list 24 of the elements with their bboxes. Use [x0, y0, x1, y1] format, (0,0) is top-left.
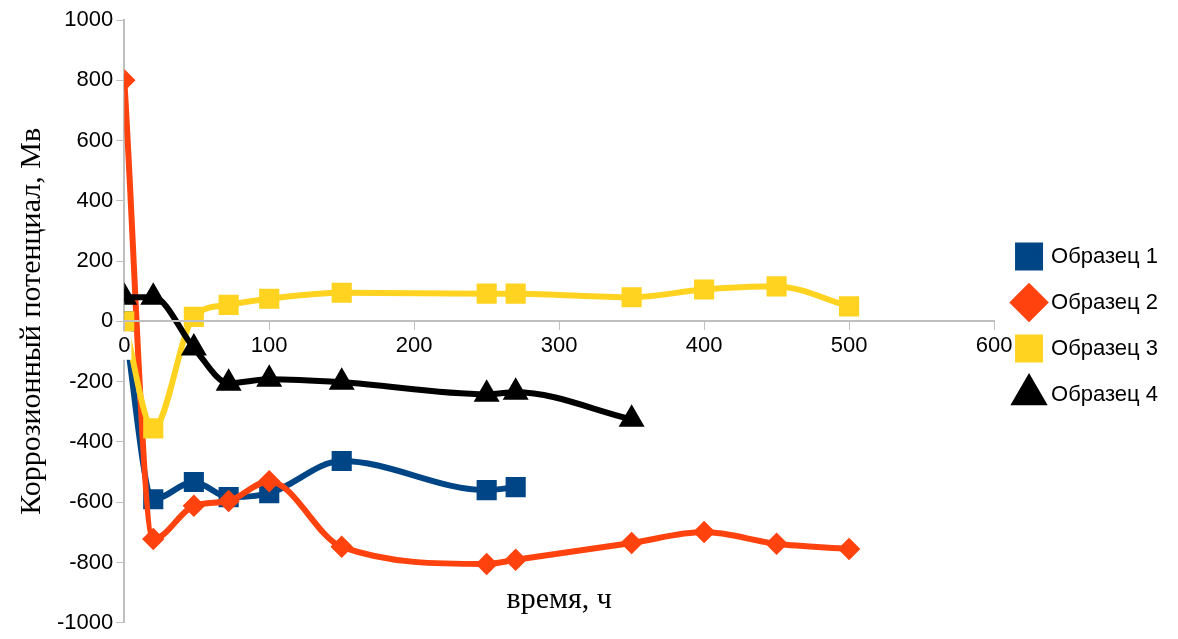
y-tick-label: 400	[76, 186, 114, 212]
y-tick-label: 200	[76, 247, 114, 273]
y-tick-label: -800	[69, 548, 114, 574]
y-axis-title: Коррозионный потенциал, Мв	[12, 127, 46, 515]
x-tick-label: 100	[250, 331, 288, 357]
x-tick-label: 600	[975, 331, 1013, 357]
y-tick-label: -1000	[56, 608, 114, 634]
legend-label: Образец 4	[1051, 380, 1159, 406]
x-tick-label: 400	[685, 331, 723, 357]
legend-label: Образец 3	[1051, 334, 1159, 360]
x-tick-label: 0	[118, 331, 131, 357]
x-tick-label: 300	[540, 331, 578, 357]
y-tick-label: -400	[69, 428, 114, 454]
legend-label: Образец 1	[1051, 242, 1159, 268]
y-tick-label: 600	[76, 126, 114, 152]
x-axis-title: время, ч	[506, 580, 612, 614]
y-tick-label: -600	[69, 488, 114, 514]
y-tick-label: 800	[76, 66, 114, 92]
y-tick-label: -200	[69, 367, 114, 393]
legend-label: Образец 2	[1051, 288, 1159, 314]
y-tick-label: 1000	[64, 6, 114, 32]
x-tick-label: 500	[830, 331, 868, 357]
x-tick-label: 200	[395, 331, 433, 357]
y-tick-label: 0	[101, 307, 114, 333]
